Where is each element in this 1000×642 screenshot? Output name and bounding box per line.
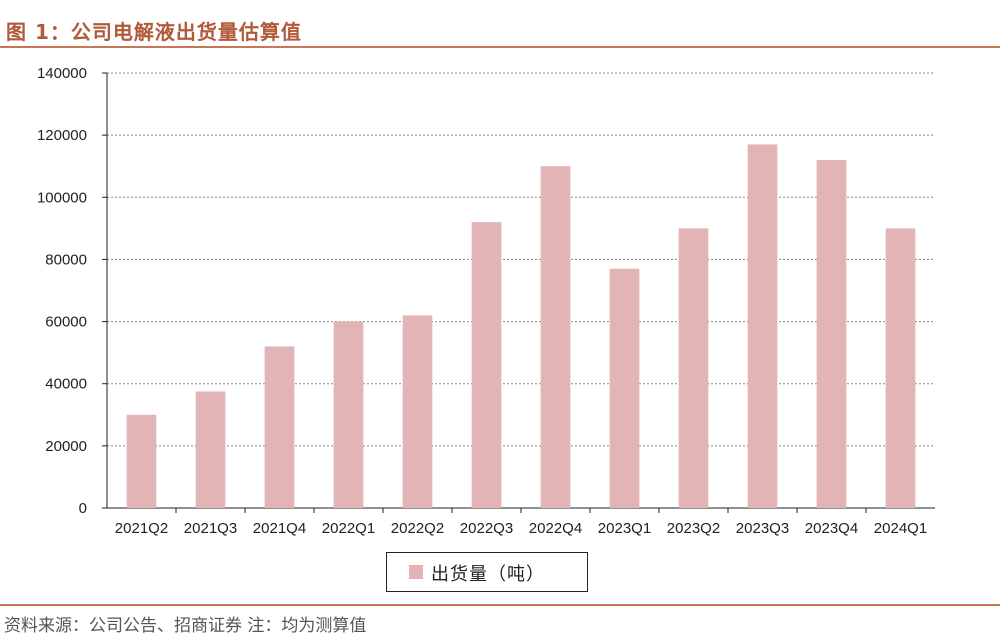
y-tick-label: 120000 <box>37 127 87 144</box>
bar <box>402 315 433 508</box>
x-tick-label: 2023Q3 <box>736 520 789 537</box>
bar <box>747 144 778 508</box>
bar <box>885 228 916 508</box>
bar <box>816 160 847 508</box>
y-tick-label: 60000 <box>45 314 87 331</box>
bar <box>333 321 364 508</box>
x-tick-label: 2022Q3 <box>460 520 513 537</box>
x-tick-label: 2021Q4 <box>253 520 306 537</box>
bar <box>126 414 157 508</box>
x-tick-label: 2023Q4 <box>805 520 858 537</box>
y-tick-label: 100000 <box>37 189 87 206</box>
x-tick-label: 2022Q4 <box>529 520 582 537</box>
bar <box>264 346 295 508</box>
x-tick-label: 2023Q2 <box>667 520 720 537</box>
source-note: 资料来源：公司公告、招商证券 注：均为测算值 <box>4 616 367 636</box>
x-tick-label: 2021Q2 <box>115 520 168 537</box>
x-tick-label: 2022Q1 <box>322 520 375 537</box>
y-tick-label: 80000 <box>45 251 87 268</box>
bar <box>540 166 571 508</box>
legend-swatch <box>409 565 423 579</box>
y-tick-label: 140000 <box>37 65 87 82</box>
bar <box>609 268 640 508</box>
y-tick-label: 40000 <box>45 376 87 393</box>
y-tick-label: 0 <box>79 500 87 517</box>
top-divider <box>0 46 1000 48</box>
x-tick-label: 2023Q1 <box>598 520 651 537</box>
x-tick-label: 2024Q1 <box>874 520 927 537</box>
y-tick-label: 20000 <box>45 438 87 455</box>
legend: 出货量（吨） <box>386 552 588 592</box>
figure-title: 图 1：公司电解液出货量估算值 <box>6 20 302 44</box>
bar <box>678 228 709 508</box>
bar <box>195 391 226 508</box>
bar <box>471 222 502 508</box>
bottom-divider <box>0 604 1000 606</box>
x-tick-label: 2022Q2 <box>391 520 444 537</box>
legend-label: 出货量（吨） <box>431 564 545 585</box>
x-tick-label: 2021Q3 <box>184 520 237 537</box>
